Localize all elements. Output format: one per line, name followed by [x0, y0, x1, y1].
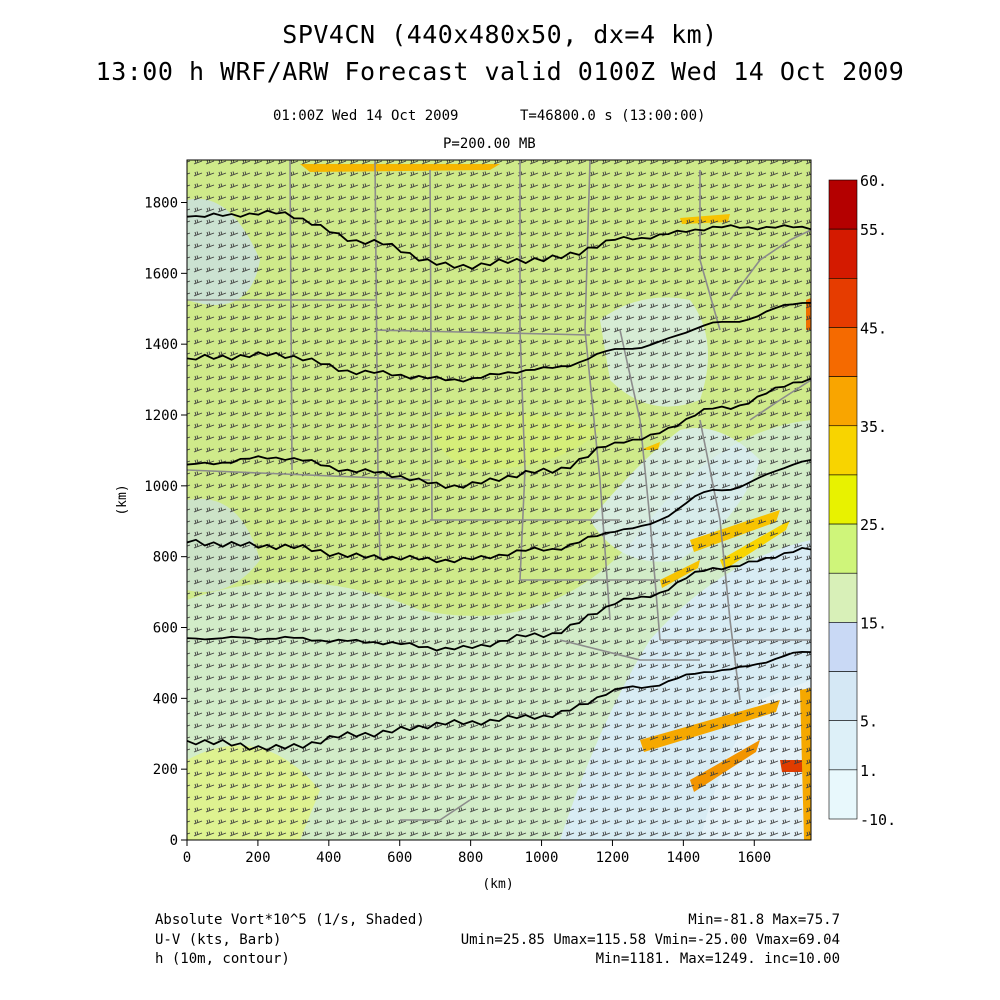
footer-field3-stats: Min=1181. Max=1249. inc=10.00	[595, 951, 840, 967]
colorbar-segment	[828, 572, 858, 623]
colorbar-segment	[828, 228, 858, 279]
x-tick-label: 1200	[596, 850, 630, 866]
wind-barbs	[187, 160, 811, 840]
colorbar-segment	[828, 179, 858, 230]
x-tick-label: 400	[316, 850, 341, 866]
height-contour-line	[187, 546, 811, 652]
height-contour-line	[187, 377, 811, 489]
footer-field3-name: h (10m, contour)	[155, 951, 290, 967]
y-axis: 0 200 400 600 800 1000 1200 1400 1600 1800	[144, 196, 187, 849]
colorbar-segment	[828, 425, 858, 476]
colorbar-label: 60.	[860, 172, 887, 190]
footer-field1-name: Absolute Vort*10^5 (1/s, Shaded)	[155, 912, 425, 928]
y-axis-label: (km)	[115, 484, 130, 515]
x-tick-label: 0	[183, 850, 191, 866]
y-tick-label: 1400	[144, 337, 178, 353]
y-tick-label: 1200	[144, 408, 178, 424]
figure-title-line-1: SPV4CN (440x480x50, dx=4 km)	[282, 20, 718, 49]
colorbar-label: 35.	[860, 418, 887, 436]
colorbar-segment	[828, 720, 858, 771]
colorbar-label: 1.	[860, 762, 878, 780]
colorbar-label: 15.	[860, 614, 887, 632]
simulation-time-label: T=46800.0 s (13:00:00)	[520, 108, 706, 124]
colorbar-segment	[828, 278, 858, 328]
height-contour-line	[187, 459, 811, 564]
colorbar-segment	[828, 327, 858, 377]
footer-field2-name: U-V (kts, Barb)	[155, 932, 282, 948]
height-contour-line	[187, 302, 811, 383]
state-boundaries	[187, 160, 811, 821]
colorbar-segment	[828, 474, 858, 525]
y-tick-label: 600	[153, 621, 178, 637]
colorbar-segment	[828, 622, 858, 672]
plot-frame	[186, 159, 812, 841]
height-contour-line	[187, 209, 811, 270]
colorbar-segment	[828, 523, 858, 574]
colorbar-segment	[828, 376, 858, 427]
pressure-level-label: P=200.00 MB	[443, 136, 536, 152]
colorbar-segment	[828, 671, 858, 721]
y-tick-label: 1800	[144, 196, 178, 212]
x-tick-label: 600	[387, 850, 412, 866]
figure-title-line-2: 13:00 h WRF/ARW Forecast valid 0100Z Wed…	[95, 57, 905, 86]
x-tick-label: 1000	[525, 850, 559, 866]
x-axis-label: (km)	[482, 877, 513, 892]
colorbar: 60. 55. 45. 35. 25. 15. 5. 1. -10.	[828, 172, 896, 829]
x-axis: 0 200 400 600 800 1000 1200 1400 1600	[183, 840, 771, 866]
colorbar-label: 25.	[860, 516, 887, 534]
y-tick-label: 1600	[144, 266, 178, 282]
x-tick-label: 800	[458, 850, 483, 866]
footer-field2-stats: Umin=25.85 Umax=115.58 Vmin=-25.00 Vmax=…	[460, 932, 840, 948]
colorbar-label: 45.	[860, 319, 887, 337]
valid-time-label: 01:00Z Wed 14 Oct 2009	[273, 108, 459, 124]
y-tick-label: 800	[153, 550, 178, 566]
colorbar-label: 5.	[860, 713, 878, 731]
colorbar-label: 55.	[860, 221, 887, 239]
y-tick-label: 0	[170, 833, 178, 849]
x-tick-label: 1400	[667, 850, 701, 866]
y-tick-label: 400	[153, 691, 178, 707]
height-contours	[187, 209, 811, 752]
colorbar-segment	[828, 769, 858, 820]
x-tick-label: 1600	[737, 850, 771, 866]
y-tick-label: 1000	[144, 479, 178, 495]
colorbar-label: -10.	[860, 811, 896, 829]
height-contour-line	[187, 650, 811, 752]
x-tick-label: 200	[245, 850, 270, 866]
y-tick-label: 200	[153, 762, 178, 778]
footer-field1-stats: Min=-81.8 Max=75.7	[688, 912, 840, 928]
